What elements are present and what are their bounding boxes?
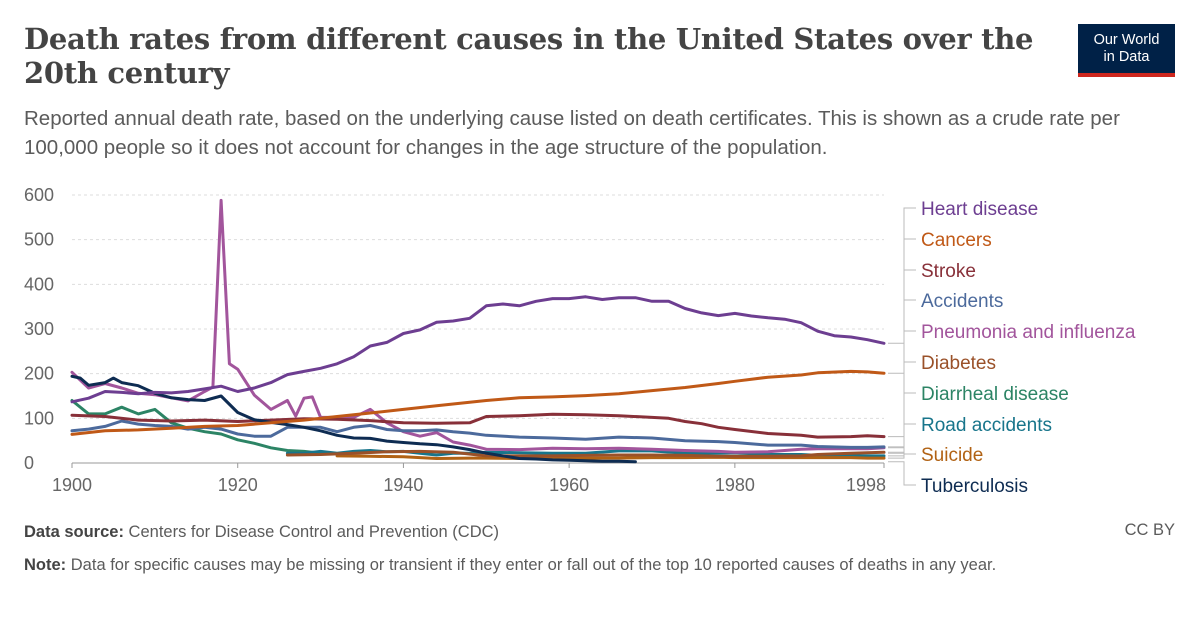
legend-label-heart-disease: Heart disease [921,199,1038,220]
legend-connector [888,207,916,344]
logo-line-2: in Data [1103,49,1150,65]
legend: Heart disease Cancers Stroke Accidents Pneum… [888,199,1136,497]
y-tick-label: 0 [24,453,34,473]
legend-label-diabetes: Diabetes [921,353,996,374]
legend-connector [888,330,916,449]
series-line-tuberculosis [70,374,637,464]
legend-connector [888,423,916,457]
data-source: Data source: Centers for Disease Control… [24,521,499,543]
chart-note: Note: Data for specific causes may be mi… [24,554,1174,576]
legend-label-cancers: Cancers [921,230,992,251]
series-line-pneumonia-and-influenza [70,198,886,454]
x-tick-label: 1920 [218,475,258,495]
legend-label-road-accidents: Road accidents [921,415,1052,436]
series-line-stroke [70,412,886,439]
logo-line-1: Our World [1093,32,1160,48]
legend-connector [888,361,916,453]
note-text: Data for specific causes may be missing … [70,556,997,574]
x-tick-label: 1940 [383,475,423,495]
legend-connector [888,392,916,454]
legend-label-diarrheal-disease: Diarrheal disease [921,384,1069,405]
y-tick-label: 500 [24,230,54,250]
x-tick-label: 1998 [846,475,886,495]
axes: 0 100 200 300 400 500 600 1900 1920 1940 1960 1980 1… [24,185,886,495]
chart-subtitle: Reported annual death rate, based on the… [24,107,1120,159]
series-line-diarrheal-disease [70,399,323,455]
legend-connector [888,269,916,438]
chart-title: Death rates from different causes in the… [24,22,1034,90]
legend-label-accidents: Accidents [921,291,1003,312]
note-label: Note: [24,556,67,574]
series-line-heart-disease [70,295,886,404]
legend-label-pneumonia-and-influenza: Pneumonia and influenza [921,322,1136,343]
legend-connector [888,453,916,459]
legend-label-stroke: Stroke [921,261,976,282]
series-line-diabetes [285,449,886,458]
series-line-cancers [70,369,886,436]
series-lines [70,198,886,464]
legend-label-suicide: Suicide [921,445,983,466]
source-text[interactable]: Centers for Disease Control and Preventi… [128,523,500,541]
source-label: Data source: [24,523,124,541]
legend-label-tuberculosis: Tuberculosis [921,476,1028,497]
series-line-road-accidents [285,449,886,458]
x-tick-label: 1900 [52,475,92,495]
y-tick-label: 300 [24,319,54,339]
gridlines [72,194,884,419]
x-tick-label: 1980 [715,475,755,495]
y-tick-label: 200 [24,364,54,384]
license-badge[interactable]: CC BY [1124,521,1175,539]
line-chart: 0 100 200 300 400 500 600 1900 1920 1940 1960 1980 1… [24,185,1136,497]
legend-connector [888,238,916,374]
owid-logo[interactable]: Our World in Data [1078,24,1175,77]
y-tick-label: 400 [24,274,54,294]
y-tick-label: 600 [24,185,54,205]
x-tick-label: 1960 [549,475,589,495]
series-line-suicide [335,454,886,460]
legend-connector [888,461,916,486]
y-tick-label: 100 [24,408,54,428]
